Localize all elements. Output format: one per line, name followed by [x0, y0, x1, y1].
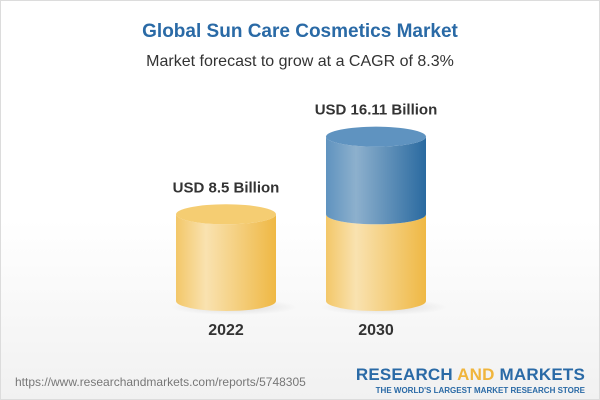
chart-subtitle: Market forecast to grow at a CAGR of 8.3…	[146, 53, 454, 70]
x-tick-label: 2030	[358, 322, 394, 339]
source-url[interactable]: https://www.researchandmarkets.com/repor…	[15, 375, 306, 389]
data-label: USD 8.5 Billion	[173, 179, 280, 196]
research-and-markets-logo: RESEARCH AND MARKETS THE WORLD'S LARGEST…	[355, 365, 585, 395]
bar-top-cap	[176, 204, 276, 225]
bar-2022-base	[176, 214, 276, 311]
bar-2030-base	[326, 214, 426, 311]
chart-title: Global Sun Care Cosmetics Market	[142, 21, 458, 42]
bar-top-cap	[326, 126, 426, 147]
data-label: USD 16.11 Billion	[315, 102, 438, 119]
cylinder-chart: USD 8.5 Billion 2022 USD 16.11 Billion 2030	[170, 102, 448, 339]
bar-2030-growth	[326, 136, 426, 225]
x-tick-label: 2022	[208, 322, 244, 339]
